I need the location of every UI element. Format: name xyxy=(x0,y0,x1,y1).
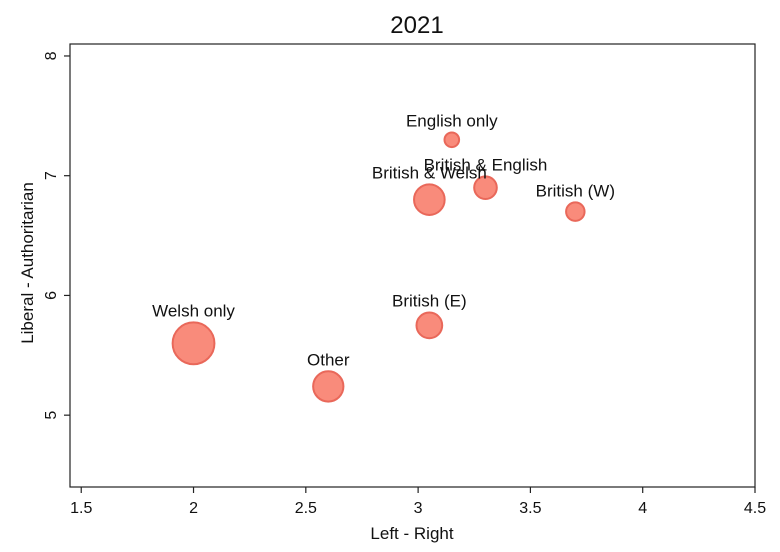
bubble-point xyxy=(413,183,446,216)
x-tick-label: 3.5 xyxy=(519,500,541,517)
y-tick-label: 7 xyxy=(43,171,60,180)
x-tick-label: 3 xyxy=(414,500,423,517)
bubbles xyxy=(171,131,586,403)
bubble-label: British & English xyxy=(424,155,548,174)
x-tick-label: 2 xyxy=(189,500,198,517)
x-axis: 1.5 2 2.5 3 3.5 4 4.5 xyxy=(70,487,766,517)
bubble-label: Welsh only xyxy=(152,301,235,320)
y-axis-label: Liberal - Authoritarian xyxy=(18,182,37,344)
bubble-point xyxy=(415,311,444,340)
x-tick-label: 1.5 xyxy=(70,500,92,517)
chart-title: 2021 xyxy=(390,12,443,39)
bubble-point xyxy=(443,131,461,149)
y-tick-label: 6 xyxy=(43,291,60,300)
bubble-point xyxy=(473,175,498,200)
bubble-point xyxy=(565,201,586,222)
bubble-label: British (E) xyxy=(392,292,467,311)
bubble-point xyxy=(171,321,216,366)
bubble-point xyxy=(312,370,345,403)
plot-area xyxy=(69,43,756,488)
y-tick-label: 8 xyxy=(43,51,60,60)
bubble-label: British (W) xyxy=(536,181,615,200)
y-axis: 5 6 7 8 xyxy=(43,51,70,420)
x-tick-label: 2.5 xyxy=(295,500,317,517)
x-axis-label: Left - Right xyxy=(370,524,453,543)
x-tick-label: 4 xyxy=(638,500,647,517)
bubble-label: British & Welsh xyxy=(372,163,487,182)
x-tick-label: 4.5 xyxy=(744,500,766,517)
bubble-label: Other xyxy=(307,350,350,369)
bubble-label: English only xyxy=(406,111,498,130)
y-tick-label: 5 xyxy=(43,411,60,420)
